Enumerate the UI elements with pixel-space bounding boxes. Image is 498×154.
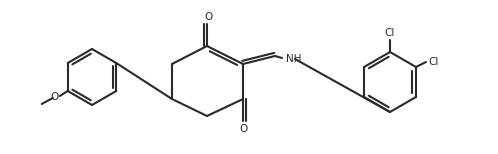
Text: O: O xyxy=(240,124,248,134)
Text: O: O xyxy=(51,92,59,102)
Text: Cl: Cl xyxy=(385,28,395,38)
Text: Cl: Cl xyxy=(428,57,438,67)
Text: NH: NH xyxy=(286,54,301,64)
Text: O: O xyxy=(204,12,212,22)
